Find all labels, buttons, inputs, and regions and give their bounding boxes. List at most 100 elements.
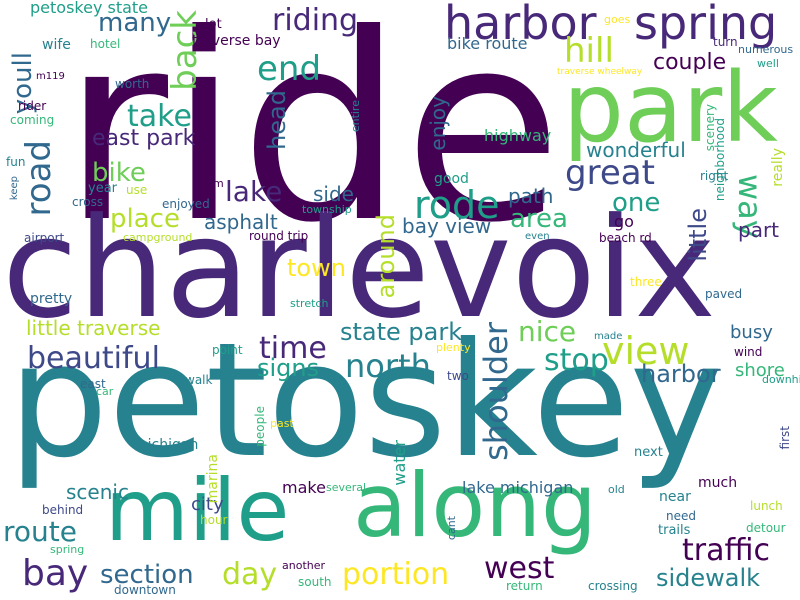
word: walk	[185, 373, 213, 387]
word: bike	[92, 158, 146, 188]
word: township	[302, 203, 352, 216]
word: way	[731, 174, 769, 239]
word: petoskey state	[30, 0, 149, 17]
word: keep	[9, 176, 20, 201]
word: little traverse	[26, 316, 161, 340]
word: stretch	[290, 297, 329, 310]
word: nice	[518, 315, 577, 348]
word: bay view	[402, 214, 492, 238]
word: north	[345, 347, 431, 385]
word: section	[100, 560, 194, 590]
word: hotel	[90, 37, 121, 51]
word: airport	[24, 231, 65, 245]
word: hour	[200, 513, 228, 527]
word: coming	[10, 113, 55, 127]
word: detour	[746, 521, 786, 535]
word: scenic	[66, 480, 129, 504]
word: past	[270, 417, 294, 430]
word: cant	[445, 516, 458, 541]
word: marina	[205, 454, 221, 504]
word: plenty	[436, 341, 471, 354]
word: little	[684, 208, 712, 262]
word: first	[778, 426, 792, 450]
word: mile	[105, 461, 290, 561]
word: made	[594, 331, 623, 342]
word: stop	[544, 343, 609, 378]
word: wonderful	[586, 138, 686, 162]
word: along	[353, 454, 597, 557]
word: campground	[123, 231, 193, 244]
word: round trip	[249, 229, 309, 243]
word: route	[3, 515, 77, 548]
word: lunch	[750, 499, 783, 513]
word: old	[608, 483, 625, 496]
word: spring	[50, 543, 85, 556]
word: ride	[62, 0, 563, 279]
word: shoulder	[477, 322, 515, 461]
word: two	[447, 369, 469, 383]
word: car	[96, 385, 114, 398]
word: many	[98, 8, 172, 38]
word: go	[614, 212, 634, 231]
word: traverse wheelway	[557, 67, 643, 77]
word: year	[88, 181, 118, 196]
word: michigan	[134, 437, 199, 453]
word: great	[565, 153, 655, 193]
word: side	[313, 182, 354, 206]
word: well	[757, 57, 779, 70]
word: even	[525, 231, 550, 242]
word: make	[282, 478, 326, 497]
word: downhill	[762, 373, 800, 386]
word: road	[19, 140, 59, 217]
word: numerous	[738, 43, 794, 56]
word: good	[434, 171, 469, 187]
word: much	[698, 475, 738, 491]
word: three	[630, 275, 662, 289]
word: signs	[257, 354, 320, 382]
word: area	[510, 204, 568, 234]
word: busy	[730, 322, 773, 343]
word: city	[191, 494, 224, 515]
word: path	[508, 184, 554, 208]
word: back	[165, 10, 205, 91]
word: point	[212, 343, 243, 357]
word: spring	[634, 0, 778, 50]
word: water	[390, 440, 409, 486]
word: town	[287, 254, 346, 282]
word: around	[372, 214, 400, 299]
word: beach rd	[599, 231, 652, 245]
word: town	[286, 266, 289, 267]
word: behind	[42, 503, 84, 517]
word: petoskey	[8, 309, 724, 493]
word: riding	[272, 3, 359, 38]
word: charlevoix	[2, 188, 716, 349]
word: harbor	[444, 0, 597, 50]
word: traffic	[682, 533, 770, 568]
word: near	[659, 489, 691, 505]
word: sidewalk	[656, 564, 761, 592]
word: part	[738, 218, 780, 242]
word: east park	[92, 126, 196, 151]
word: m119	[36, 71, 65, 82]
word: bay	[22, 553, 89, 594]
word: asphalt	[204, 210, 278, 234]
word: beautiful	[27, 341, 160, 376]
word: harbor	[641, 360, 721, 388]
word: return	[506, 579, 543, 593]
word: lake	[225, 175, 283, 208]
word: turn	[713, 35, 738, 49]
word: worth	[115, 77, 150, 91]
word: time	[259, 331, 327, 366]
word: crossing	[588, 579, 638, 593]
word: state park	[340, 318, 463, 346]
word: rider	[18, 99, 47, 113]
word: use	[126, 183, 148, 197]
word: hill	[564, 31, 614, 71]
word: m	[213, 177, 224, 190]
word: south	[298, 575, 332, 589]
word: right	[700, 169, 729, 183]
word: view	[602, 329, 690, 373]
word: fun	[6, 155, 26, 169]
word: cross	[72, 195, 104, 209]
